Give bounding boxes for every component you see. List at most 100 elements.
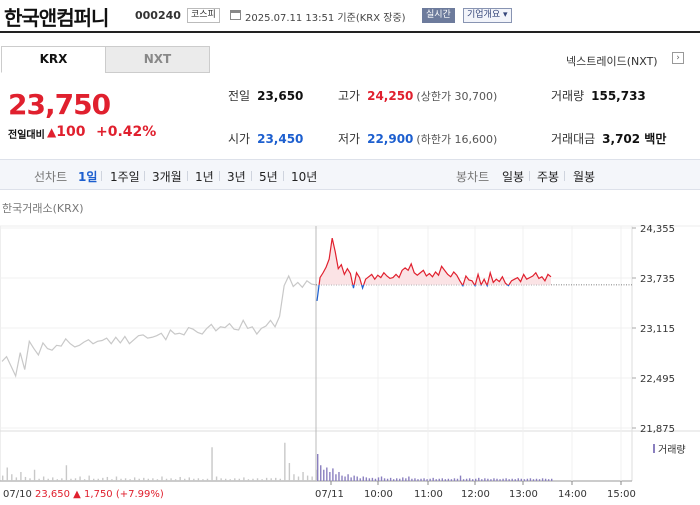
- stat-value: 3,702 백만: [602, 132, 667, 146]
- volume-bar: [329, 472, 331, 481]
- external-link-icon[interactable]: ›: [672, 52, 684, 64]
- period-3y[interactable]: 3년: [227, 170, 246, 184]
- change-amount: ▲100: [47, 124, 85, 140]
- volume-bar: [184, 478, 186, 481]
- candle-chart-label[interactable]: 봉차트: [456, 170, 490, 184]
- volume-bar: [368, 478, 371, 481]
- stat-sub: (상한가 30,700): [416, 90, 498, 103]
- volume-bar: [252, 478, 254, 481]
- volume-bar: [15, 477, 18, 481]
- volume-bar: [499, 479, 501, 481]
- volume-bar: [535, 478, 538, 481]
- volume-bar: [243, 477, 245, 481]
- y-tick-label: 21,875: [640, 424, 675, 435]
- volume-bar: [538, 479, 541, 481]
- line-chart-label[interactable]: 선차트: [34, 170, 68, 184]
- stat-label: 고가: [338, 89, 361, 103]
- volume-bar: [475, 478, 477, 481]
- volume-bar: [420, 478, 422, 481]
- volume-bar: [124, 478, 127, 481]
- volume-bar: [211, 447, 213, 481]
- volume-bar: [2, 475, 4, 481]
- volume-bar: [270, 478, 272, 481]
- period-10y[interactable]: 10년: [291, 170, 318, 184]
- divider: [529, 171, 530, 181]
- volume-bar: [380, 476, 383, 481]
- volume-bar: [65, 465, 68, 481]
- volume-bar: [405, 478, 407, 481]
- nextrade-link[interactable]: 넥스트레이드(NXT): [566, 55, 658, 68]
- divider: [101, 171, 102, 181]
- period-1w[interactable]: 1주일: [110, 170, 140, 184]
- period-3m[interactable]: 3개월: [152, 170, 182, 184]
- period-1d[interactable]: 1일: [78, 170, 98, 184]
- tab-nxt[interactable]: NXT: [105, 46, 210, 73]
- volume-bar: [261, 479, 263, 481]
- period-daily[interactable]: 일봉: [502, 170, 525, 184]
- volume-bar: [402, 477, 404, 481]
- volume-bar: [453, 478, 456, 481]
- volume-bar: [496, 478, 498, 481]
- volume-bar: [444, 479, 447, 481]
- x-tick-label: 13:00: [509, 489, 538, 500]
- stat-label: 저가: [338, 132, 361, 146]
- realtime-badge[interactable]: 실시간: [422, 8, 455, 23]
- volume-bar: [435, 479, 437, 481]
- volume-bar: [33, 469, 36, 481]
- volume-bar: [514, 479, 516, 481]
- volume-bar: [56, 479, 59, 481]
- volume-bar: [493, 478, 495, 481]
- volume-bar: [311, 476, 313, 481]
- period-weekly[interactable]: 주봉: [537, 170, 560, 184]
- volume-bar: [188, 477, 190, 481]
- timestamp: 2025.07.11 13:51 기준(KRX 장중): [245, 13, 406, 24]
- volume-bar: [447, 478, 450, 481]
- today-up-fill: [317, 238, 551, 285]
- volume-bar: [517, 478, 519, 481]
- divider: [144, 171, 145, 181]
- stat-trade-value: 거래대금 3,702 백만: [551, 130, 666, 147]
- volume-bar: [202, 479, 204, 481]
- prev-day-date: 07/10: [3, 489, 35, 500]
- volume-bar: [508, 479, 510, 481]
- volume-bar: [93, 478, 95, 481]
- volume-bar: [265, 477, 268, 481]
- stat-value: 23,650: [257, 89, 304, 103]
- volume-bar: [197, 478, 200, 481]
- volume-bar: [179, 476, 181, 481]
- volume-bar: [256, 478, 259, 481]
- volume-bar: [247, 479, 250, 481]
- volume-bar: [143, 477, 145, 481]
- company-info-button[interactable]: 기업개요 ▾: [463, 8, 512, 23]
- volume-bar: [408, 476, 410, 481]
- x-tick-label: 11:00: [414, 489, 443, 500]
- volume-bar: [429, 478, 431, 481]
- volume-bar: [288, 463, 291, 481]
- volume-bar: [341, 475, 343, 481]
- up-arrow-icon: ▲: [47, 125, 57, 139]
- volume-bar: [316, 469, 318, 481]
- volume-bar: [326, 467, 328, 481]
- prev-day-label: 07/10 23,650 ▲ 1,750 (+7.99%): [3, 489, 164, 500]
- volume-bar: [102, 477, 104, 481]
- volume-bar: [544, 478, 547, 481]
- volume-bar: [502, 478, 504, 481]
- company-name: 한국앤컴퍼니: [4, 6, 109, 30]
- period-monthly[interactable]: 월봉: [573, 170, 596, 184]
- period-1y[interactable]: 1년: [195, 170, 214, 184]
- volume-bar: [396, 478, 398, 481]
- volume-bar: [317, 454, 319, 481]
- change-percent: +0.42%: [96, 124, 157, 140]
- period-5y[interactable]: 5년: [259, 170, 278, 184]
- volume-bar: [174, 479, 177, 481]
- x-tick-label: 12:00: [461, 489, 490, 500]
- volume-bar: [29, 478, 31, 481]
- tab-krx[interactable]: KRX: [1, 46, 106, 73]
- stat-prev-close: 전일 23,650: [228, 87, 303, 104]
- volume-bar: [523, 479, 526, 481]
- volume-bar: [6, 467, 8, 481]
- volume-bar: [88, 475, 90, 481]
- volume-bar: [478, 477, 480, 481]
- volume-bar: [450, 479, 453, 481]
